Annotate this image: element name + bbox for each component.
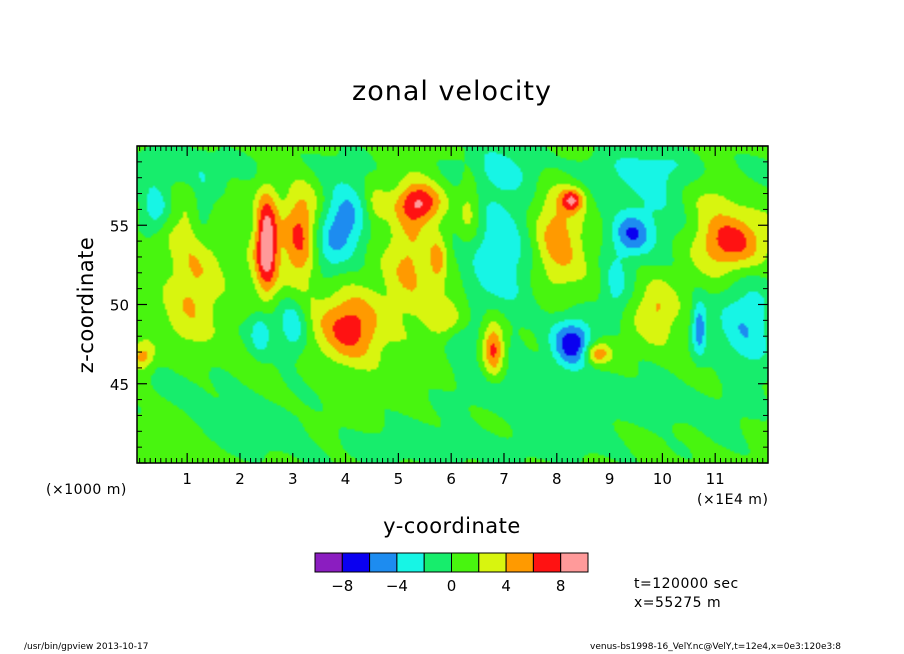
- colorbar-swatch: [478, 552, 507, 573]
- footer-source: venus-bs1998-16_VelY.nc@VelY,t=12e4,x=0e…: [590, 642, 841, 652]
- time-readout: t=120000 sec: [634, 576, 739, 592]
- y-tick-label: 45: [110, 376, 129, 394]
- colorbar-tick-label: 4: [501, 577, 511, 595]
- colorbar: −8 −4 0 4 8: [314, 552, 589, 595]
- x-unit-left: (×1000 m): [46, 482, 127, 498]
- x-tick-label: 8: [552, 470, 562, 488]
- x-tick-label: 10: [653, 470, 672, 488]
- colorbar-swatch: [369, 552, 398, 573]
- colorbar-swatch: [532, 552, 562, 573]
- footer-command: /usr/bin/gpview 2013-10-17: [24, 642, 149, 652]
- colorbar-swatch: [423, 552, 453, 573]
- x-tick-label: 1: [182, 470, 192, 488]
- x-axis-label: y-coordinate: [383, 514, 521, 538]
- colorbar-tick-label: 0: [447, 577, 457, 595]
- x-tick-label: 3: [288, 470, 298, 488]
- position-readout: x=55275 m: [634, 595, 722, 611]
- x-axis: 1 2 3 4 5 6 7 8 9 10 11: [139, 146, 764, 488]
- colorbar-swatch: [396, 552, 425, 573]
- x-tick-label: 4: [341, 470, 351, 488]
- x-tick-label: 7: [499, 470, 509, 488]
- x-tick-label: 9: [605, 470, 615, 488]
- colorbar-swatch: [560, 552, 589, 573]
- y-tick-label: 55: [110, 217, 129, 235]
- y-axis-label: z-coordinate: [74, 236, 98, 374]
- chart-title: zonal velocity: [352, 76, 552, 107]
- colorbar-swatch: [314, 552, 343, 573]
- colorbar-swatch: [505, 552, 534, 573]
- x-tick-label: 6: [446, 470, 456, 488]
- y-axis: 45 50 55: [110, 145, 768, 464]
- x-unit-right: (×1E4 m): [697, 492, 769, 508]
- y-tick-label: 50: [110, 297, 129, 315]
- contour-field: [137, 146, 768, 463]
- x-tick-label: 11: [706, 470, 725, 488]
- x-tick-label: 5: [394, 470, 404, 488]
- colorbar-swatch: [341, 552, 371, 573]
- colorbar-tick-label: −8: [331, 577, 353, 595]
- colorbar-swatch: [451, 552, 480, 573]
- x-tick-label: 2: [235, 470, 245, 488]
- time-info: t=120000 sec x=55275 m: [634, 575, 739, 613]
- colorbar-tick-label: 8: [556, 577, 566, 595]
- colorbar-tick-label: −4: [386, 577, 408, 595]
